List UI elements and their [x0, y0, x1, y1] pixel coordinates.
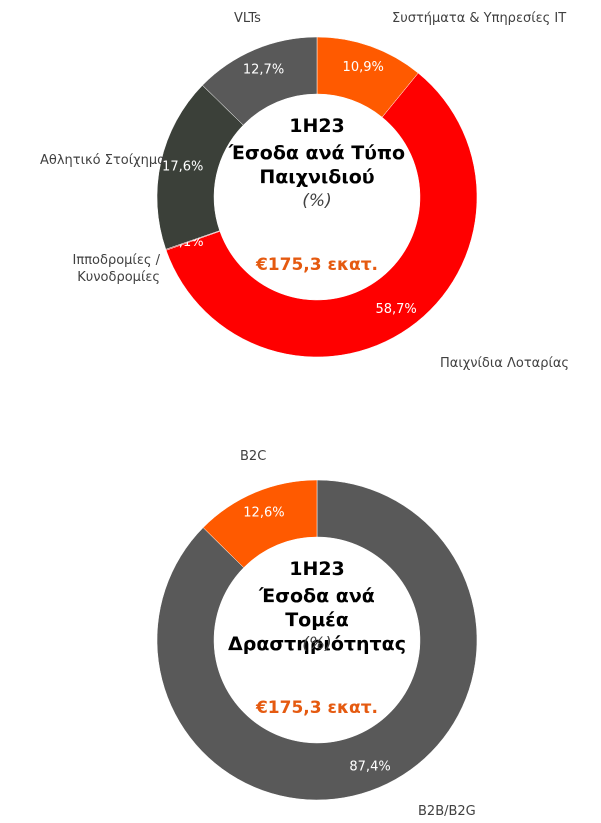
category-label: B2C — [240, 449, 267, 464]
value-label: 12,6% — [243, 506, 284, 521]
unit-label: (%) — [302, 634, 332, 654]
category-label: B2B/B2G — [418, 804, 476, 819]
category-label: VLTs — [234, 11, 261, 26]
value-label: 12,7% — [243, 63, 284, 78]
donut-slice — [156, 479, 478, 801]
category-label: Παιχνίδια Λοταρίας — [440, 356, 570, 371]
center-title: 1H23 — [289, 115, 345, 137]
donut-slice — [165, 72, 478, 358]
value-label: 58,7% — [375, 302, 416, 317]
annotation: €175,3 εκατ. — [255, 698, 379, 718]
value-label: 10,9% — [343, 60, 384, 75]
center-subtitle: Έσοδα ανά Τύπο Παιχνιδιού — [228, 142, 406, 188]
donut-slice — [202, 479, 318, 568]
annotation: €175,3 εκατ. — [255, 255, 379, 275]
category-label: Συστήματα & Υπηρεσίες IT — [392, 11, 567, 26]
center-title: 1H23 — [289, 558, 345, 580]
donut-slice — [202, 36, 318, 126]
value-label: 17,6% — [162, 159, 203, 174]
value-label: 87,4% — [349, 759, 390, 774]
unit-label: (%) — [302, 191, 332, 211]
category-label: Αθλητικό Στοίχημα — [40, 153, 166, 168]
category-label: Ιπποδρομίες / Κυνοδρομίες — [72, 253, 160, 285]
center-subtitle: Έσοδα ανά Τομέα Δραστηριότητας — [228, 585, 406, 655]
